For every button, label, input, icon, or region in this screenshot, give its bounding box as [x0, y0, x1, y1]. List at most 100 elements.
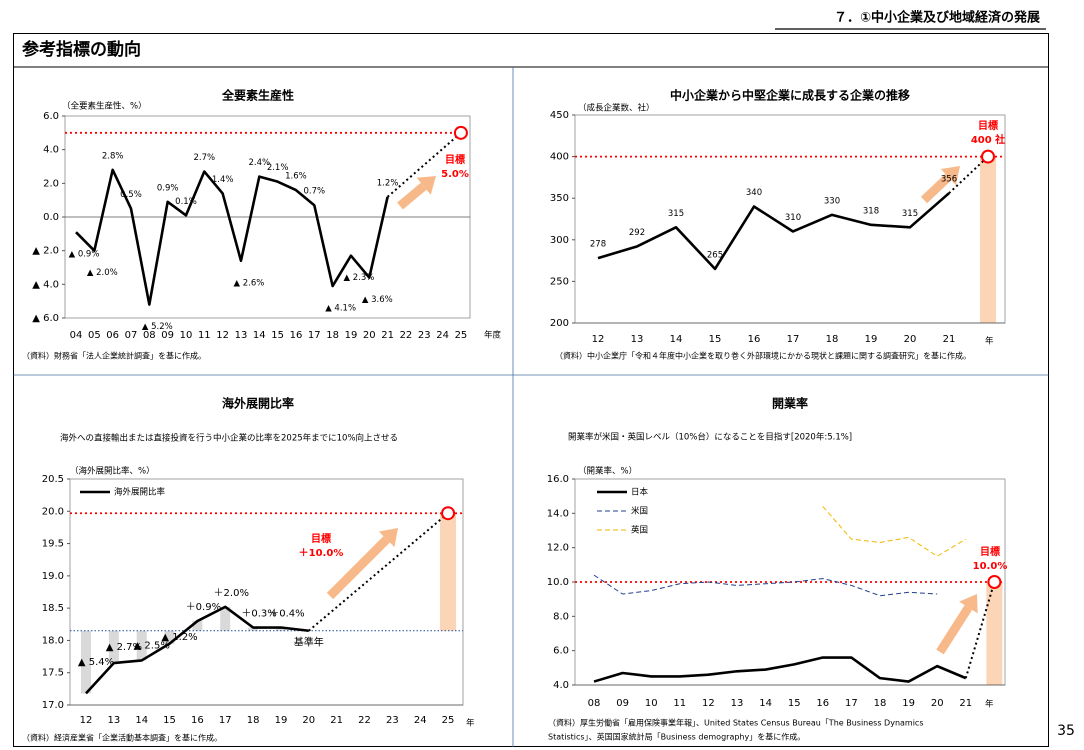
- data-label: 292: [629, 228, 645, 238]
- target-arrow-shaft: [936, 605, 973, 655]
- target-arrow-shaft: [920, 173, 952, 204]
- data-label: 1.2%: [377, 178, 399, 188]
- data-label: ▲ 0.9%: [69, 250, 100, 260]
- target-bar: [440, 513, 457, 631]
- change-bar: [192, 621, 203, 631]
- change-label: ＋2.0%: [214, 588, 249, 599]
- y-tick-label: 4.0: [553, 680, 569, 691]
- change-label: ▲ 5.4%: [78, 657, 114, 668]
- x-tick-label: 16: [748, 334, 761, 345]
- x-tick-label: 12: [702, 698, 715, 709]
- y-tick-label: 20.5: [42, 474, 64, 485]
- series-line: [597, 192, 950, 271]
- y-tick-label: 18.5: [42, 603, 64, 614]
- y-tick-label: 300: [550, 235, 569, 246]
- x-tick-label: 22: [400, 330, 413, 341]
- data-label: ▲ 3.6%: [362, 295, 393, 305]
- y-tick-label: 12.0: [547, 543, 569, 554]
- target-marker: [441, 506, 456, 521]
- main-frame: [13, 33, 1049, 747]
- source-note: （資料）中小企業庁「令和４年度中小企業を取り巻く外部環境にかかる現状と課題に関す…: [555, 351, 971, 361]
- legend-label: 日本: [631, 487, 649, 498]
- x-tick-label: 19: [865, 334, 878, 345]
- y-tick-label: 4.0: [43, 145, 59, 156]
- data-label: 330: [824, 196, 840, 206]
- x-tick-label: 18: [326, 330, 339, 341]
- x-tick-label: 25: [455, 330, 468, 341]
- data-label: 340: [746, 188, 762, 198]
- x-tick-label: 14: [670, 334, 683, 345]
- y-tick-label: 19.5: [42, 539, 64, 550]
- x-axis-label: 年: [985, 699, 994, 710]
- chart-title: 開業率: [772, 396, 808, 411]
- target-title: 目標: [445, 153, 465, 166]
- x-tick-label: 13: [107, 715, 120, 726]
- series-line: [822, 506, 967, 557]
- series-line: [85, 605, 309, 695]
- source-note: Statistics」、英国国家統計局「Business demography」…: [548, 732, 805, 742]
- y-tick-label: 17.0: [42, 700, 64, 711]
- x-tick-label: 15: [709, 334, 722, 345]
- legend-label: 米国: [631, 506, 648, 517]
- target-arrow-shaft: [397, 182, 427, 210]
- y-tick-label: ▲ 4.0: [32, 279, 59, 290]
- data-label: ▲ 2.6%: [234, 278, 265, 288]
- series-line: [593, 656, 967, 683]
- x-tick-label: 18: [874, 698, 887, 709]
- x-tick-label: 04: [70, 330, 83, 341]
- x-tick-label: 08: [588, 698, 601, 709]
- data-label: 315: [902, 209, 918, 219]
- data-label: 0.1%: [175, 197, 197, 207]
- change-bar: [136, 630, 147, 661]
- change-label: ＋0.3%: [241, 609, 276, 620]
- data-label: 310: [785, 213, 801, 223]
- target-connector: [308, 512, 449, 632]
- y-tick-label: 20.0: [42, 506, 64, 517]
- y-tick-label: 350: [550, 193, 569, 204]
- y-tick-label: ▲ 6.0: [32, 313, 59, 324]
- change-bar: [108, 630, 119, 664]
- y-tick-label: 2.0: [43, 178, 59, 189]
- chart-title: 全要素生産性: [221, 88, 294, 103]
- y-tick-label: ▲ 2.0: [32, 246, 59, 257]
- data-label: 0.9%: [157, 183, 179, 193]
- x-tick-label: 08: [143, 330, 156, 341]
- data-label: 278: [590, 240, 606, 250]
- data-label: 0.5%: [120, 190, 142, 200]
- y-tick-label: 200: [550, 318, 569, 329]
- data-label: 2.4%: [248, 158, 270, 168]
- target-marker: [987, 575, 1002, 589]
- x-tick-label: 14: [253, 330, 266, 341]
- data-label: 2.1%: [267, 163, 289, 173]
- y-tick-label: 14.0: [547, 508, 569, 519]
- data-label: ▲ 4.1%: [325, 304, 356, 314]
- target-title: 目標: [980, 545, 1000, 558]
- y-tick-label: 6.0: [553, 646, 569, 657]
- x-tick-label: 13: [731, 698, 744, 709]
- y-tick-label: 8.0: [553, 611, 569, 622]
- chart-title: 中小企業から中堅企業に成長する企業の推移: [670, 88, 910, 103]
- x-tick-label: 16: [290, 330, 303, 341]
- target-arrow-head: [959, 594, 978, 614]
- page-title: 参考指標の動向: [22, 39, 141, 60]
- x-tick-label: 23: [386, 715, 399, 726]
- x-tick-label: 09: [161, 330, 174, 341]
- target-connector: [948, 155, 989, 194]
- target-arrow-shaft: [326, 536, 390, 600]
- x-tick-label: 19: [902, 698, 915, 709]
- data-label: 2.7%: [194, 153, 216, 163]
- x-tick-label: 20: [931, 698, 944, 709]
- change-label: ▲ 1.2%: [161, 632, 197, 643]
- x-tick-label: 07: [125, 330, 138, 341]
- header: ７．①中小企業及び地域経済の発展: [834, 10, 1041, 26]
- change-label: ▲ 2.5%: [134, 641, 170, 652]
- y-tick-label: 10.0: [547, 577, 569, 588]
- chart-subtitle: 開業率が米国・英国レベル（10%台）になることを目指す[2020年:5.1%]: [568, 432, 852, 443]
- change-bar: [220, 606, 231, 631]
- y-axis-label: （開業率、%）: [578, 466, 637, 477]
- x-axis-label: 年: [985, 336, 994, 347]
- legend-label: 英国: [631, 525, 648, 536]
- x-tick-label: 15: [163, 715, 176, 726]
- x-axis-label: 年: [466, 718, 475, 729]
